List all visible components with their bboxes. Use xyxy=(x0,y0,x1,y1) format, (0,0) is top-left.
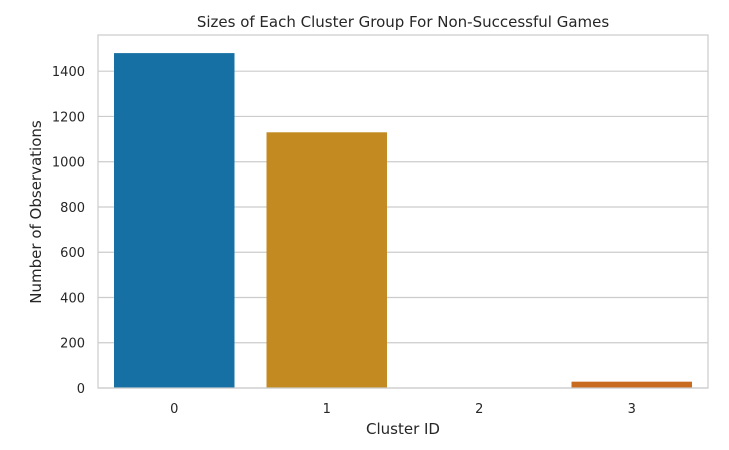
x-tick-label: 3 xyxy=(628,402,636,417)
y-tick-label: 1200 xyxy=(52,110,85,125)
x-tick-label: 1 xyxy=(323,402,331,417)
y-tick-labels: 0 200 400 600 800 1000 1200 1400 xyxy=(52,65,85,397)
y-tick-label: 1400 xyxy=(52,65,85,80)
y-tick-label: 600 xyxy=(60,246,85,261)
x-tick-label: 0 xyxy=(170,402,178,417)
y-axis-label: Number of Observations xyxy=(27,120,45,304)
y-tick-label: 400 xyxy=(60,291,85,306)
bar-cluster-0 xyxy=(114,53,235,388)
plot-frame xyxy=(97,34,709,389)
bar-cluster-3 xyxy=(571,381,692,388)
y-tick-label: 0 xyxy=(77,382,85,397)
bars xyxy=(114,53,692,388)
x-axis-label: Cluster ID xyxy=(366,420,440,438)
y-tick-label: 800 xyxy=(60,201,85,216)
y-tick-label: 200 xyxy=(60,337,85,352)
chart-title: Sizes of Each Cluster Group For Non-Succ… xyxy=(197,13,610,31)
bar-cluster-1 xyxy=(266,132,387,388)
x-tick-label: 2 xyxy=(475,402,483,417)
x-tick-labels: 0 1 2 3 xyxy=(170,402,636,417)
y-tick-label: 1000 xyxy=(52,156,85,171)
